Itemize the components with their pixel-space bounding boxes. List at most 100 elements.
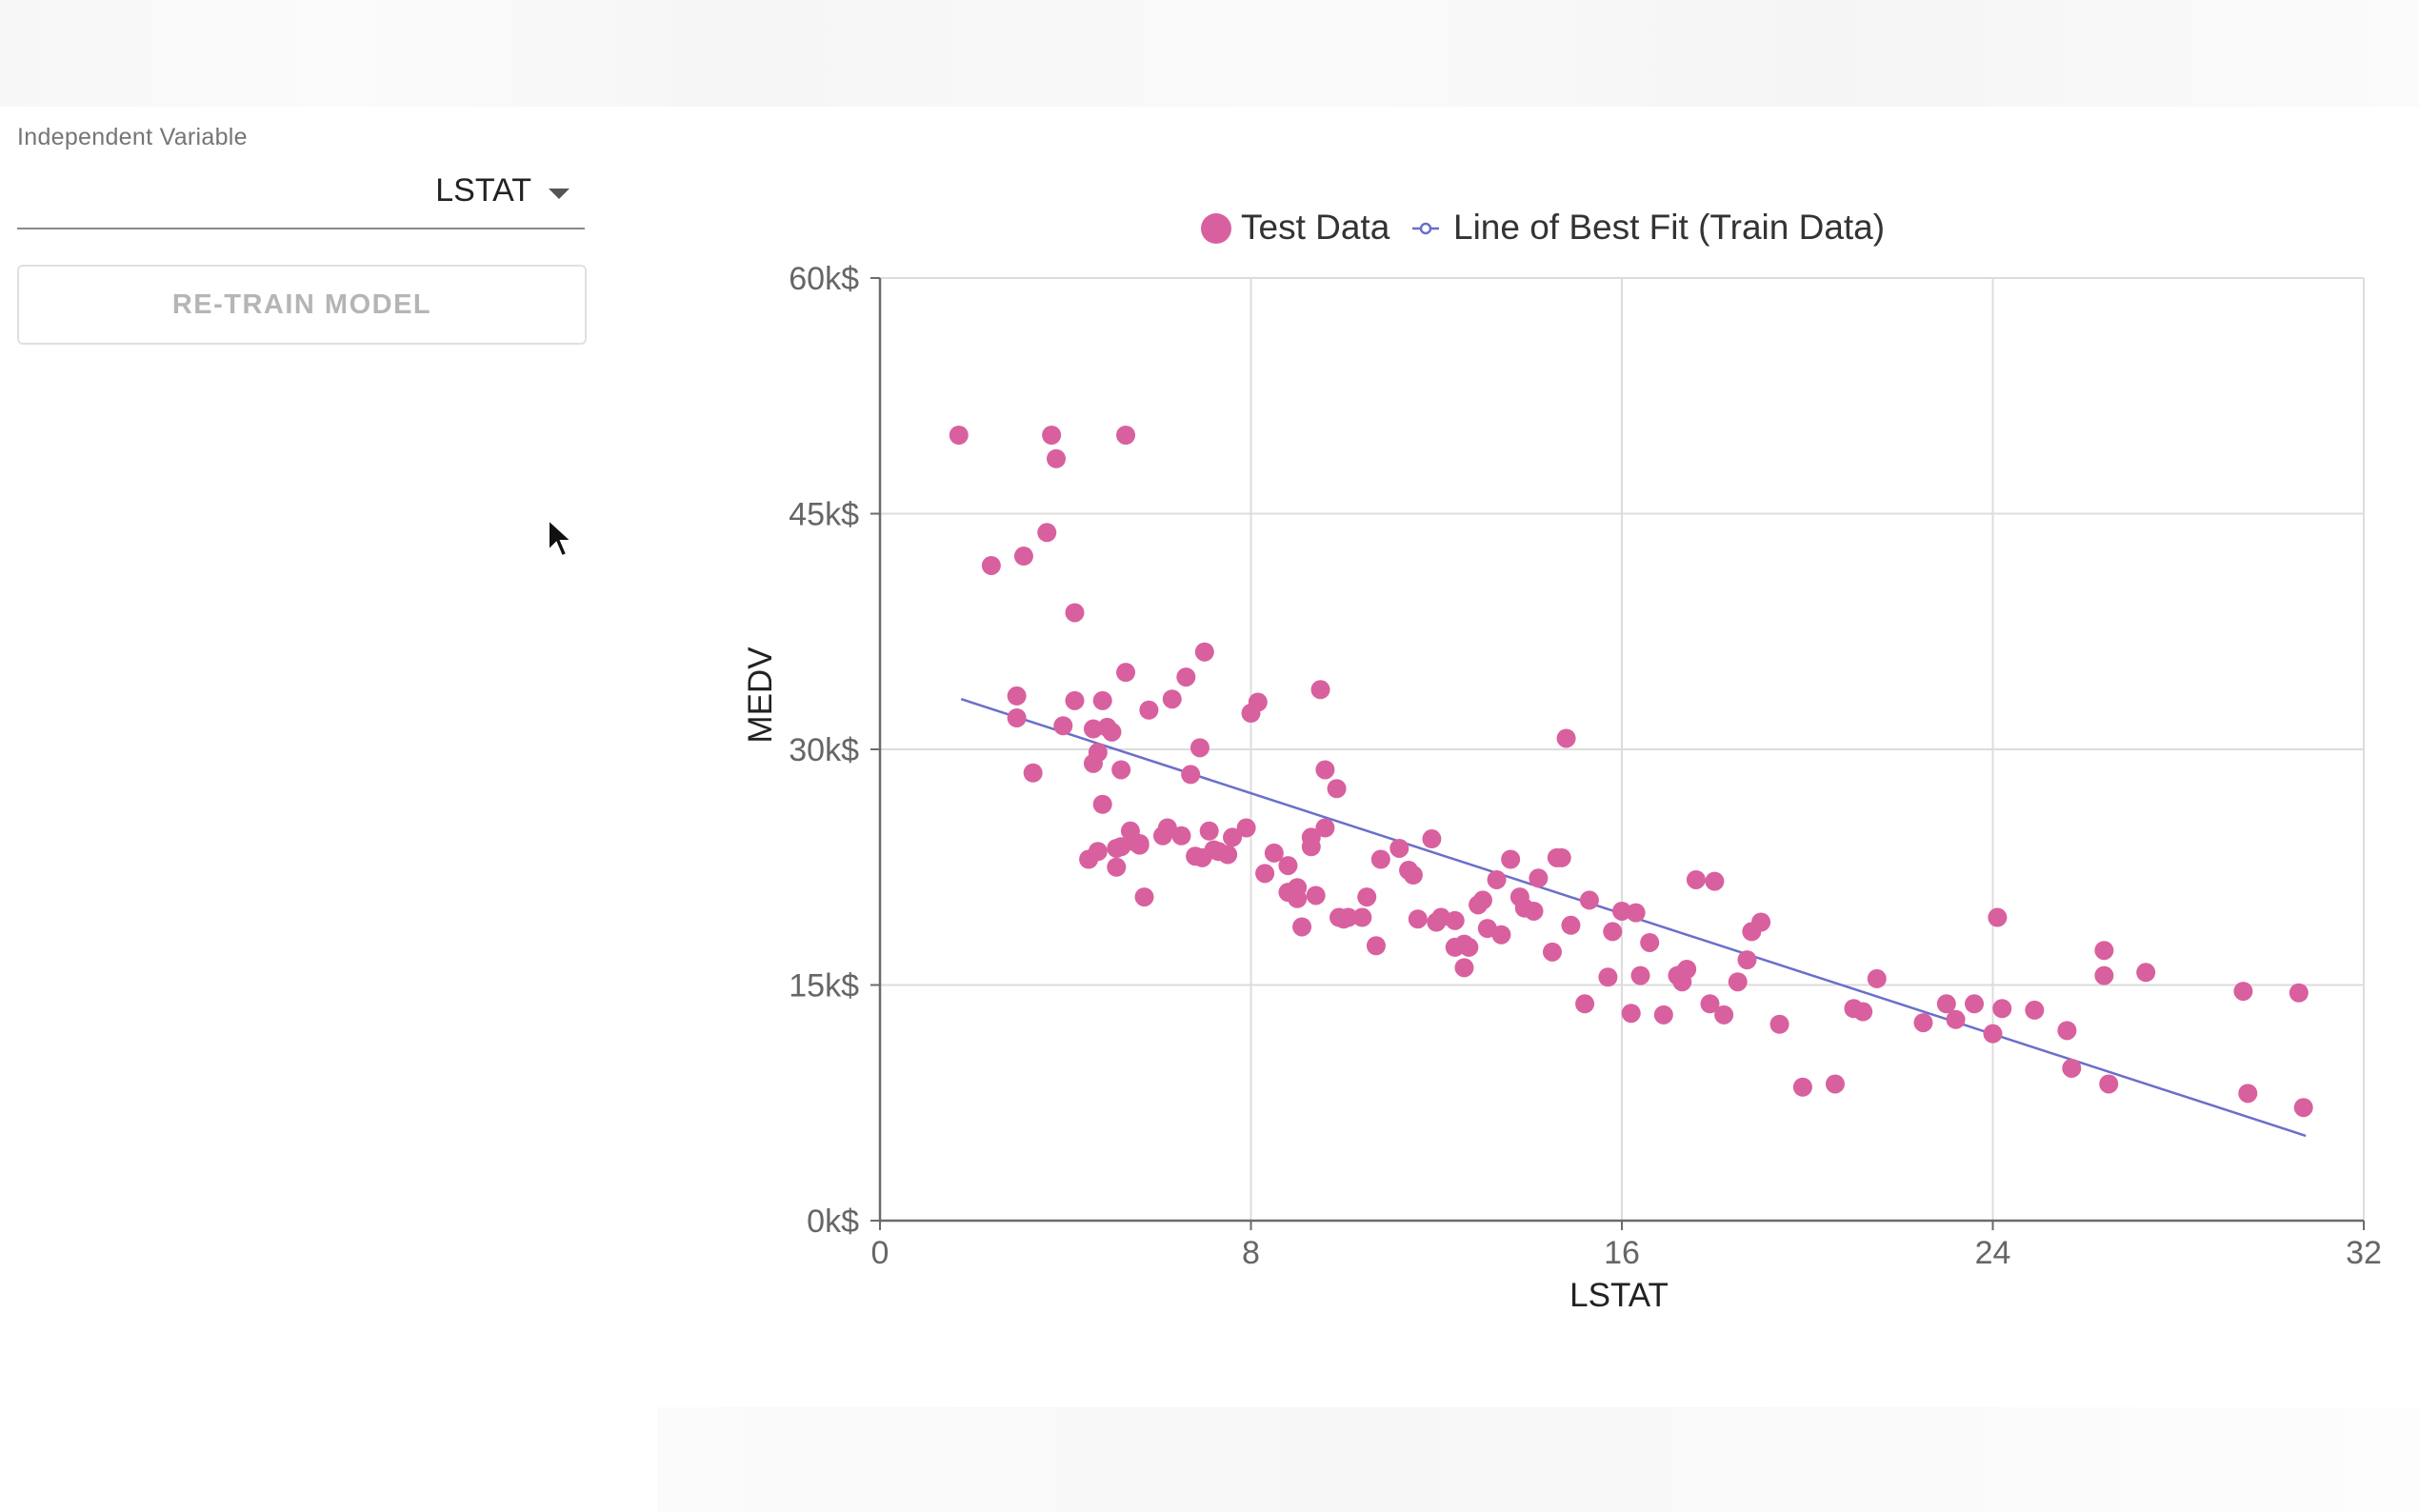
data-point	[1561, 915, 1581, 935]
data-point	[1065, 603, 1085, 623]
independent-variable-value: LSTAT	[435, 172, 531, 209]
data-point	[1186, 846, 1206, 866]
chart-legend[interactable]: Test Data Line of Best Fit (Train Data)	[1201, 208, 1885, 247]
data-point	[1913, 1013, 1933, 1033]
data-point	[1487, 869, 1507, 889]
data-point	[1007, 686, 1027, 706]
data-point	[1134, 887, 1154, 907]
retrain-model-button[interactable]: RE-TRAIN MODEL	[17, 265, 587, 345]
data-point	[1116, 426, 1136, 445]
data-point	[1992, 999, 2012, 1019]
data-point	[1292, 917, 1312, 937]
data-point	[2289, 983, 2309, 1003]
data-point	[1007, 708, 1027, 727]
data-point	[1686, 869, 1706, 889]
y-tick-label: 45k$	[789, 497, 859, 533]
data-point	[1501, 849, 1521, 869]
data-point	[1983, 1024, 2003, 1044]
data-point	[1965, 994, 1985, 1014]
grid-layer	[880, 277, 2365, 1221]
axis-layer: 0 8 16 24 32 0k$ 15k$ 30k$ 45k$ 60k$	[789, 261, 2382, 1271]
data-point	[1653, 1005, 1673, 1025]
data-point	[1844, 999, 1864, 1019]
data-point	[1107, 857, 1127, 877]
data-point	[1366, 936, 1386, 956]
data-point	[1248, 692, 1268, 712]
data-point	[1524, 901, 1544, 921]
data-point	[1097, 717, 1117, 737]
x-tick-label: 32	[2346, 1235, 2382, 1271]
data-point	[1306, 885, 1326, 905]
data-point	[1603, 922, 1623, 942]
data-point	[1053, 716, 1073, 736]
data-point	[1116, 663, 1136, 683]
data-point	[1083, 753, 1103, 773]
data-point	[1742, 922, 1762, 942]
data-point	[1946, 1009, 1966, 1029]
data-point	[1454, 934, 1474, 954]
y-axis-title: MEDV	[742, 647, 779, 744]
data-point	[1139, 700, 1159, 720]
data-point	[1218, 845, 1238, 865]
data-point	[1769, 1014, 1789, 1034]
data-point	[1454, 958, 1474, 978]
top-background-band	[0, 0, 2419, 107]
data-point	[1988, 907, 2008, 927]
data-point	[1333, 909, 1353, 929]
data-point	[1315, 818, 1335, 838]
data-point	[1936, 994, 1956, 1014]
independent-variable-select[interactable]: LSTAT	[17, 157, 585, 229]
data-point	[1181, 765, 1201, 785]
x-tick-label: 8	[1242, 1235, 1260, 1271]
data-point	[2094, 965, 2114, 985]
legend-fit-line-label: Line of Best Fit (Train Data)	[1453, 208, 1885, 247]
data-point	[2062, 1058, 2082, 1078]
data-point	[1190, 738, 1210, 758]
data-point	[1472, 890, 1492, 910]
data-point	[981, 555, 1001, 575]
x-axis-title: LSTAT	[1569, 1277, 1669, 1314]
data-point	[1612, 901, 1631, 921]
data-point	[1825, 1074, 1845, 1094]
data-point	[1176, 667, 1196, 687]
y-tick-label: 0k$	[807, 1204, 859, 1240]
data-point	[2094, 941, 2114, 961]
data-point	[1236, 818, 1256, 838]
data-point	[1255, 864, 1275, 884]
y-tick-label: 30k$	[789, 732, 859, 768]
data-point	[1399, 861, 1419, 881]
data-point	[1370, 849, 1390, 869]
legend-test-data-label: Test Data	[1241, 208, 1390, 247]
data-point	[1013, 547, 1033, 567]
data-point	[2057, 1021, 2077, 1041]
data-point	[1630, 965, 1650, 985]
data-point	[1152, 826, 1172, 846]
data-point	[1310, 680, 1330, 700]
data-point	[1037, 523, 1057, 543]
data-point	[1199, 821, 1219, 841]
data-point	[1556, 728, 1576, 748]
data-point	[1792, 1077, 1812, 1097]
data-point	[1111, 760, 1131, 780]
data-point	[1672, 972, 1692, 992]
data-point	[2238, 1084, 2258, 1104]
data-point	[2233, 982, 2253, 1002]
data-point	[1083, 719, 1103, 739]
data-point	[1352, 907, 1372, 927]
data-point	[1728, 972, 1748, 992]
data-point	[1621, 1004, 1641, 1024]
data-point	[1389, 838, 1409, 858]
data-point	[1640, 932, 1660, 952]
data-point	[1491, 925, 1511, 945]
legend-fit-line-dot	[1419, 222, 1432, 235]
data-point	[2099, 1074, 2119, 1094]
data-point	[1357, 887, 1377, 907]
x-tick-label: 24	[1975, 1235, 2011, 1271]
data-point	[1705, 871, 1725, 891]
x-tick-label: 0	[871, 1235, 890, 1271]
data-point	[1542, 942, 1562, 962]
data-point	[1162, 689, 1182, 709]
legend-test-data-marker	[1201, 213, 1231, 244]
data-point	[1700, 994, 1720, 1014]
